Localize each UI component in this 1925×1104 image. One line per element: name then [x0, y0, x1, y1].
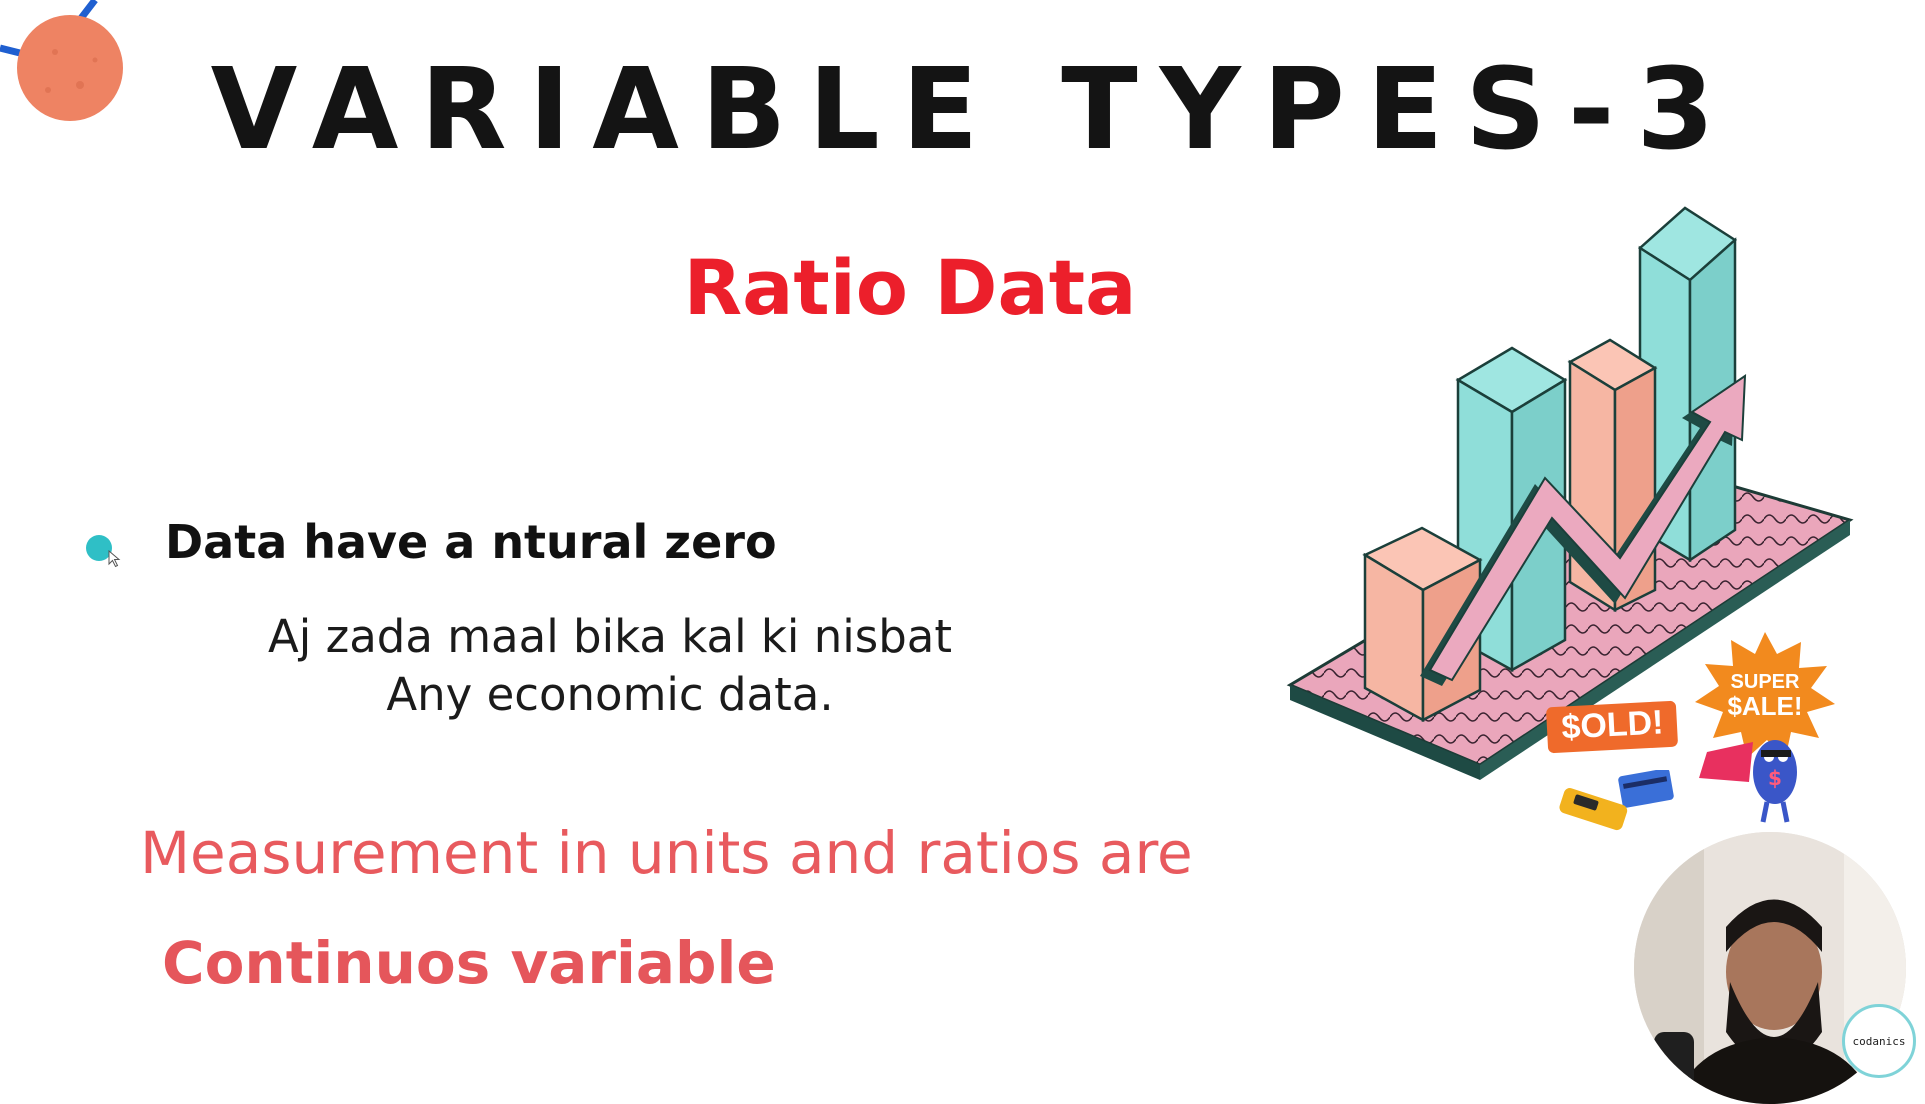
- brand-badge: codanics: [1842, 1004, 1916, 1078]
- decorative-ball-icon: [0, 0, 140, 130]
- conclusion-text: Continuos variable: [162, 929, 776, 997]
- example-line: Any economic data.: [386, 668, 834, 721]
- measurement-statement: Measurement in units and ratios are: [140, 819, 1193, 887]
- super-sale-burst-icon: SUPER $ALE!: [1695, 632, 1835, 762]
- bullet-text: Data have a ntural zero: [165, 515, 777, 569]
- card-reader-icon: [1559, 788, 1628, 831]
- bullet-dot-icon: [86, 535, 112, 561]
- example-line: Aj zada maal bika kal ki nisbat: [267, 610, 952, 663]
- slide-subtitle: Ratio Data: [683, 243, 1137, 332]
- trend-arrow-icon: [1420, 374, 1747, 686]
- payment-icons: [1558, 768, 1683, 840]
- sold-label: $OLD!: [1560, 703, 1665, 747]
- sale-label-line1: SUPER: [1730, 671, 1800, 693]
- sale-label-line2: $ALE!: [1727, 691, 1803, 721]
- mouse-cursor-icon: [108, 549, 122, 568]
- sales-illustration: [1280, 200, 1860, 840]
- slide-title: VARIABLE TYPES-3: [210, 45, 1737, 175]
- sold-sticker: $OLD!: [1545, 700, 1680, 755]
- mascot-symbol: $: [1768, 766, 1782, 790]
- example-text-block: Aj zada maal bika kal ki nisbat Any econ…: [150, 608, 1070, 724]
- credit-card-icon: [1618, 768, 1674, 808]
- mascot-icon: $: [1695, 722, 1815, 824]
